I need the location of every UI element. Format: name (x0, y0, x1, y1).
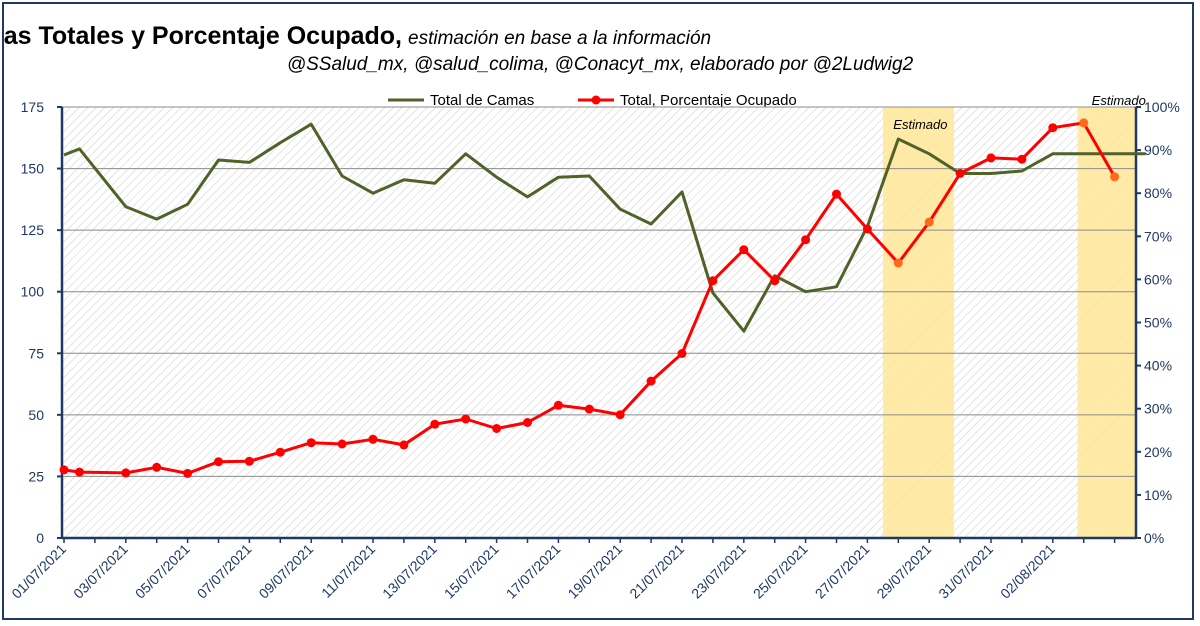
series-1-point-11 (399, 440, 409, 450)
estimated-region-0 (882, 107, 954, 538)
x-tick-label-7: 15/07/2021 (441, 541, 502, 602)
y-left-tick-label-5: 125 (21, 222, 45, 238)
series-1-point-3 (152, 462, 162, 472)
legend: Total de Camas Total, Porcentaje Ocupado (388, 92, 797, 109)
y-right-tick-label-9: 90% (1144, 142, 1172, 158)
series-1-point-23 (770, 276, 780, 286)
x-tick-label-2: 05/07/2021 (132, 541, 193, 602)
y-right-tick-label-7: 70% (1144, 228, 1172, 244)
y-right-tick-label-0: 0% (1144, 530, 1164, 546)
series-1-point-1 (75, 467, 84, 477)
x-tick-label-4: 09/07/2021 (255, 541, 316, 602)
y-left-tick-label-3: 75 (28, 345, 44, 361)
series-group (59, 118, 1146, 478)
series-1-point-2 (121, 468, 131, 478)
legend-marker-porcentaje (591, 95, 601, 105)
y-right-tick-label-2: 20% (1144, 444, 1172, 460)
x-tick-label-9: 19/07/2021 (564, 541, 625, 602)
series-1-point-9 (337, 439, 347, 449)
x-tick-label-6: 13/07/2021 (379, 541, 440, 602)
estimated-regions: Estimado Estimado (882, 93, 1146, 538)
series-1-point-21 (708, 276, 718, 286)
chart-subtitle-line1: estimación en base a la información (408, 28, 711, 49)
estimated-region-1 (1077, 107, 1136, 538)
x-tick-label-10: 21/07/2021 (626, 541, 687, 602)
series-1-point-19 (646, 376, 656, 386)
series-1-point-20 (677, 349, 687, 358)
x-tick-label-11: 23/07/2021 (688, 541, 749, 602)
series-1-point-14 (492, 424, 502, 433)
series-1-point-26 (862, 224, 872, 234)
series-1-point-34 (1110, 172, 1120, 182)
series-1-point-28 (924, 217, 934, 227)
y-right-tick-label-5: 50% (1144, 315, 1172, 331)
x-tick-label-13: 27/07/2021 (812, 541, 873, 602)
x-tick-label-0: 01/07/2021 (8, 541, 69, 602)
x-tick-label-8: 17/07/2021 (503, 541, 564, 602)
y-left-tick-label-1: 25 (28, 468, 44, 484)
y-right-tick-label-8: 80% (1144, 185, 1172, 201)
y-left-tick-label-0: 0 (36, 530, 44, 546)
series-1-point-4 (183, 468, 193, 478)
x-tick-label-15: 31/07/2021 (935, 541, 996, 602)
series-1-point-8 (306, 438, 316, 448)
series-1-point-25 (832, 189, 841, 199)
series-1-point-22 (739, 245, 749, 255)
series-1-point-15 (523, 418, 532, 427)
series-1-point-17 (584, 404, 594, 414)
chart-canvas: Camas Totales y Porcentaje Ocupado, esti… (4, 22, 1180, 602)
series-1-point-0 (59, 465, 69, 475)
chart-subtitle-line2: @SSalud_mx, @salud_colima, @Conacyt_mx, … (287, 54, 914, 75)
series-1-point-24 (801, 235, 811, 245)
x-tick-label-5: 11/07/2021 (318, 541, 378, 601)
series-line-0 (63, 122, 1146, 333)
x-tick-label-3: 07/07/2021 (194, 541, 255, 602)
series-1-point-6 (244, 456, 254, 466)
y-right-tick-label-3: 30% (1144, 401, 1172, 417)
series-1-point-16 (553, 400, 563, 410)
gridlines (62, 106, 1136, 539)
series-1-point-27 (893, 258, 903, 268)
y-right-tick-label-6: 60% (1144, 271, 1172, 287)
y-right-tick-label-10: 100% (1144, 99, 1180, 115)
y-left-tick-label-7: 175 (21, 99, 45, 115)
y-left-tick-label-4: 100 (21, 284, 45, 300)
series-1-point-31 (1017, 154, 1027, 164)
x-tick-label-16: 02/08/2021 (997, 541, 1058, 602)
x-tick-label-1: 03/07/2021 (70, 541, 131, 602)
legend-label-total-camas: Total de Camas (430, 92, 534, 109)
y-right-tick-label-4: 40% (1144, 358, 1172, 374)
x-tick-label-14: 29/07/2021 (873, 541, 934, 602)
y-right-tick-label-1: 10% (1144, 487, 1172, 503)
y-left-tick-label-2: 50 (28, 407, 44, 423)
series-1-point-5 (214, 457, 223, 467)
estimated-label-0: Estimado (893, 117, 947, 132)
series-1-point-18 (615, 410, 625, 420)
y-left-tick-label-6: 150 (21, 161, 45, 177)
plot-area (62, 107, 1136, 538)
series-1-point-29 (955, 168, 965, 178)
series-1-point-33 (1079, 118, 1089, 128)
estimated-label-1: Estimado (1092, 93, 1146, 108)
legend-label-porcentaje: Total, Porcentaje Ocupado (620, 92, 797, 109)
x-tick-label-12: 25/07/2021 (750, 541, 811, 602)
series-1-point-12 (430, 419, 440, 429)
series-1-point-13 (461, 414, 471, 424)
chart-title: Camas Totales y Porcentaje Ocupado, (4, 22, 402, 50)
series-1-point-30 (986, 153, 996, 163)
series-1-point-32 (1048, 123, 1058, 133)
series-1-point-10 (368, 434, 378, 444)
series-1-point-7 (275, 447, 285, 457)
